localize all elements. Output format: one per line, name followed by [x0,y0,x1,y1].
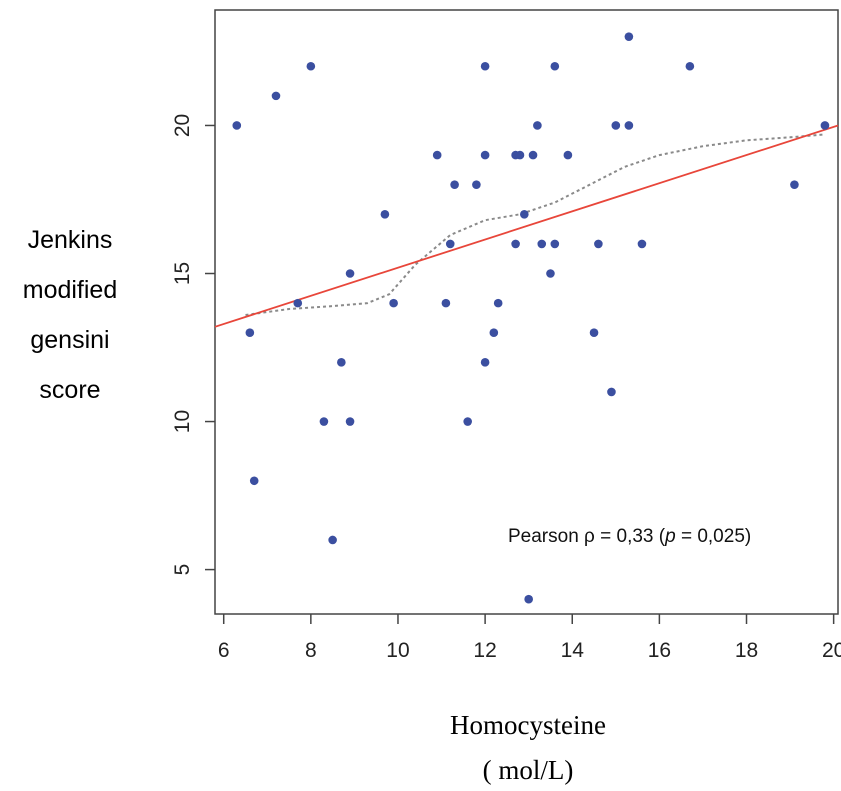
y-axis: 5 10 15 20 [171,114,215,576]
data-point [515,150,525,160]
data-point [432,150,442,160]
data-point [550,61,560,71]
data-point [524,594,533,604]
data-point [624,32,634,41]
data-point [249,476,259,486]
y-tick-label: 5 [171,564,194,576]
y-tick-label: 15 [171,262,194,285]
data-point [537,239,547,249]
y-label-line-2: modified [22,276,118,304]
x-tick-label: 12 [473,639,496,662]
data-point [528,150,538,160]
data-point [563,150,573,160]
data-point [790,180,799,189]
x-tick-label: 10 [386,639,409,662]
data-point [450,180,459,189]
y-tick-label: 20 [171,114,194,137]
data-point [493,298,503,308]
data-point [441,298,451,308]
x-label-line-1: Homocysteine [450,710,606,740]
pearson-annotation: Pearson ρ = 0,33 (p = 0,025) [508,526,751,547]
data-point [550,239,560,249]
x-tick-label: 8 [305,639,317,662]
data-point [319,417,329,426]
data-point [520,209,529,219]
data-point [232,121,242,130]
data-point [337,358,346,367]
data-point [685,61,695,71]
data-point [380,209,390,219]
data-point [546,269,555,278]
data-points [232,32,830,604]
data-point [533,121,542,130]
y-tick-label: 10 [171,410,194,433]
data-point [489,328,499,338]
data-point [345,269,355,278]
data-point [293,298,303,308]
y-label-line-3: gensini [30,326,110,354]
data-point [611,121,621,130]
data-point [345,417,355,426]
data-point [820,121,830,130]
x-tick-label: 14 [561,639,585,662]
data-point [607,387,616,397]
data-point [624,121,634,130]
plot-frame [214,9,839,615]
data-point [480,150,490,160]
y-label-line-1: Jenkins [27,226,113,254]
x-tick-label: 20 [822,639,841,662]
data-point [637,239,647,249]
smooth-curve [245,133,825,316]
x-label-line-2: ( mol/L) [482,755,574,785]
annot-p: p [664,526,676,547]
x-tick-label: 6 [218,639,230,662]
annot-rho: ρ [584,526,595,547]
regression-line [214,124,839,328]
annot-mid: = 0,33 ( [595,526,666,547]
x-axis: 6 8 10 12 14 16 18 20 [218,614,841,662]
data-point [594,239,603,249]
data-point [389,298,398,308]
x-tick-label: 16 [648,639,671,662]
data-point [463,417,472,426]
annot-prefix: Pearson [508,526,584,547]
data-point [472,180,481,189]
data-point [480,358,490,367]
data-point [271,91,281,101]
y-label-line-4: score [39,376,101,404]
data-point [328,535,337,545]
data-point [589,328,599,338]
data-point [306,61,316,71]
data-point [480,61,490,71]
data-point [245,328,255,338]
data-point [445,239,455,249]
data-point [511,239,520,249]
x-tick-label: 18 [735,639,758,662]
annot-suffix: = 0,025) [676,526,752,547]
